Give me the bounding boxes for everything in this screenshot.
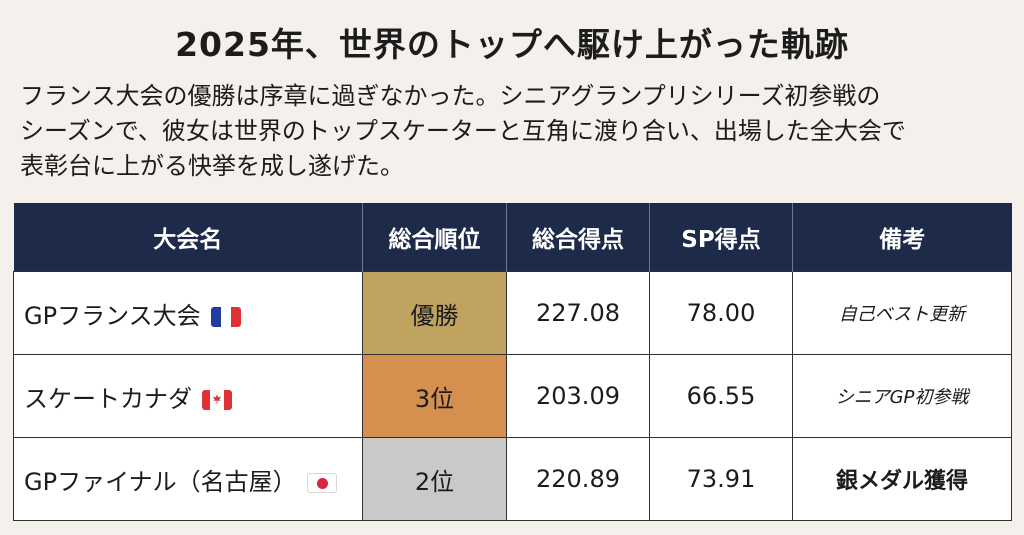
lead-line: シーズンで、彼女は世界のトップスケーターと互角に渡り合い、出場した全大会で xyxy=(20,117,906,145)
france-flag-icon xyxy=(210,306,241,327)
event-name: GPフランス大会 xyxy=(24,301,201,330)
event-name: GPファイナル（名古屋） xyxy=(24,467,297,496)
sp-score-cell: 66.55 xyxy=(649,354,793,438)
page-title: 2025年、世界のトップへ駆け上がった軌跡 xyxy=(175,25,849,64)
event-name-cell: GPフランス大会 xyxy=(13,271,363,355)
event-name-cell: GPファイナル（名古屋） xyxy=(13,437,363,521)
table-row: GPファイナル（名古屋） 2位 220.89 73.91 銀メダル獲得 xyxy=(13,437,1012,521)
table-row: スケートカナダ 3位 203.09 66.55 シニアGP初参戦 xyxy=(13,354,1012,438)
event-name-cell: スケートカナダ xyxy=(13,354,363,438)
note-cell: シニアGP初参戦 xyxy=(792,354,1012,438)
sp-score-cell: 78.00 xyxy=(649,271,793,355)
column-header-note: 備考 xyxy=(792,203,1012,272)
total-score-cell: 203.09 xyxy=(506,354,650,438)
column-header-sp: SP得点 xyxy=(649,203,793,272)
total-score-cell: 227.08 xyxy=(506,271,650,355)
column-header-rank: 総合順位 xyxy=(362,203,507,272)
rank-cell: 3位 xyxy=(362,354,507,438)
results-table: 大会名 総合順位 総合得点 SP得点 備考 GPフランス大会 優勝 227.08… xyxy=(13,203,1012,521)
note-cell: 自己ベスト更新 xyxy=(792,271,1012,355)
total-score-cell: 220.89 xyxy=(506,437,650,521)
rank-cell: 優勝 xyxy=(362,271,507,355)
rank-cell: 2位 xyxy=(362,437,507,521)
column-header-event: 大会名 xyxy=(13,203,363,272)
canada-flag-icon xyxy=(202,389,232,410)
event-name: スケートカナダ xyxy=(24,384,192,413)
note-cell: 銀メダル獲得 xyxy=(792,437,1012,521)
table-header-row: 大会名 総合順位 総合得点 SP得点 備考 xyxy=(13,203,1012,272)
column-header-total: 総合得点 xyxy=(506,203,650,272)
lead-line: 表彰台に上がる快挙を成し遂げた。 xyxy=(20,152,404,180)
sp-score-cell: 73.91 xyxy=(649,437,793,521)
lead-line: フランス大会の優勝は序章に過ぎなかった。シニアグランプリシリーズ初参戦の xyxy=(20,82,881,110)
lead-paragraph: フランス大会の優勝は序章に過ぎなかった。シニアグランプリシリーズ初参戦の シーズ… xyxy=(20,79,1010,184)
table-row: GPフランス大会 優勝 227.08 78.00 自己ベスト更新 xyxy=(13,271,1012,355)
japan-flag-icon xyxy=(306,472,337,493)
